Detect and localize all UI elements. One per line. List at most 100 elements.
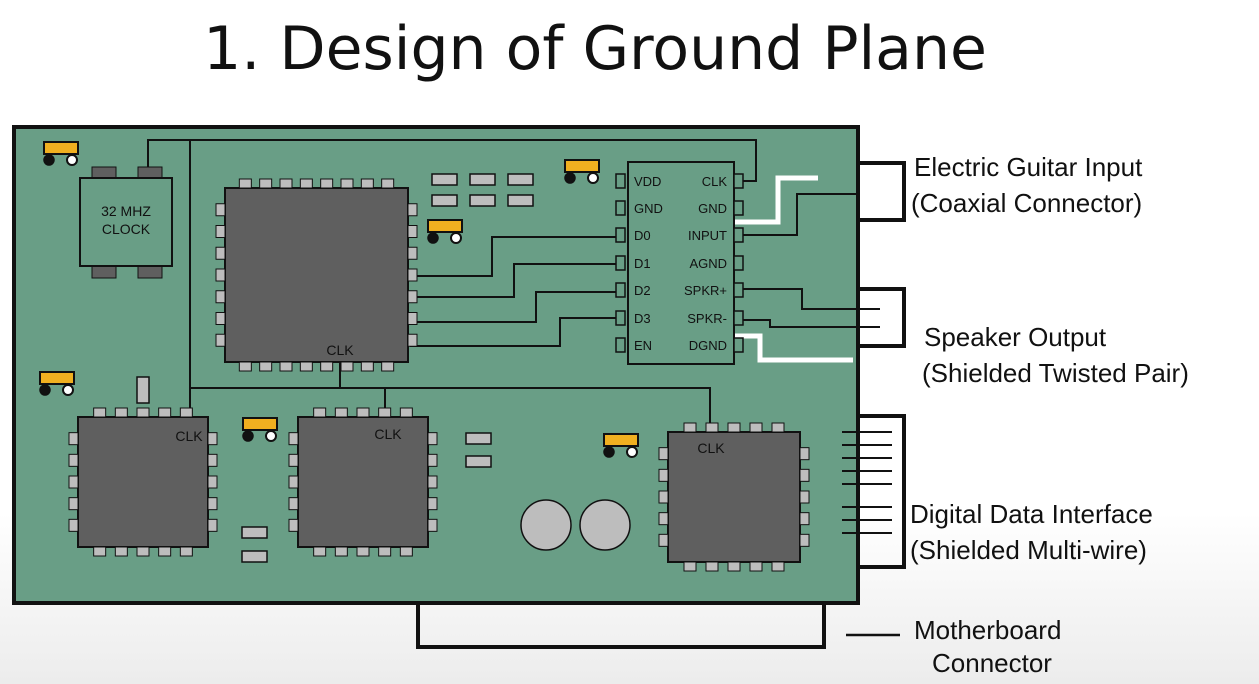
chip-b-clk-label: CLK <box>374 426 402 442</box>
chip-pad <box>215 225 226 238</box>
chip-pad <box>215 203 226 217</box>
chip-pad <box>407 268 418 282</box>
chip-pad <box>407 246 418 260</box>
codec-pin-left <box>615 282 626 298</box>
chip-pad <box>799 490 810 504</box>
codec-pin-label-left: GND <box>634 201 663 216</box>
codec-pin-right <box>733 200 744 216</box>
codec-pin-right <box>733 173 744 189</box>
chip-pad <box>288 432 299 446</box>
codec-pin-label-left: D3 <box>634 311 651 326</box>
chip-pad <box>215 268 226 282</box>
chip-pad <box>683 561 697 572</box>
main-processor-chip: CLK <box>224 187 409 363</box>
chip-pad <box>340 361 354 372</box>
chip-pad <box>68 453 79 467</box>
polarized-capacitor <box>564 159 600 184</box>
chip-pad <box>378 546 392 557</box>
codec-pin-right <box>733 227 744 243</box>
motherboard-sublabel: Connector <box>932 648 1052 678</box>
chip-pad <box>658 533 669 547</box>
chip-pad <box>799 468 810 482</box>
chip-pad <box>356 407 370 418</box>
chip-pad <box>299 361 313 372</box>
chip-pad <box>799 512 810 526</box>
chip-pad <box>313 546 327 557</box>
codec-pin-right <box>733 282 744 298</box>
chip-pad <box>658 512 669 526</box>
chip-pad <box>279 178 293 189</box>
chip-pad <box>158 546 172 557</box>
codec-pin-label-left: EN <box>634 338 652 353</box>
chip-pad <box>136 546 150 557</box>
chip-pad <box>320 361 334 372</box>
chip-pad <box>407 225 418 238</box>
chip-pad <box>705 422 719 433</box>
polarized-capacitors <box>39 141 639 458</box>
chip-pad <box>727 422 741 433</box>
chip-pad <box>207 432 218 446</box>
smd-resistors <box>136 173 534 563</box>
chip-pad <box>799 447 810 461</box>
codec-pin-right <box>733 310 744 326</box>
chip-pad <box>207 497 218 511</box>
chip-pad <box>705 561 719 572</box>
codec-pin-label-left: D0 <box>634 228 651 243</box>
chip-pad <box>68 475 79 489</box>
chip-pad <box>749 561 763 572</box>
codec-pin-left <box>615 200 626 216</box>
codec-pin-label-right: DGND <box>689 338 727 353</box>
clock-oscillator: 32 MHZ CLOCK <box>79 166 173 279</box>
chip-pad <box>288 497 299 511</box>
slide-title: 1. Design of Ground Plane <box>203 14 987 84</box>
chip-pads <box>68 178 810 572</box>
chip-pad <box>399 407 413 418</box>
chip-a-clk-label: CLK <box>175 428 203 444</box>
audio-codec-chip: VDD GND D0 D1 D2 D3 EN CLK GND INPUT AGND SPKR+ SPKR… <box>615 161 744 365</box>
chip-pad <box>683 422 697 433</box>
codec-pin-label-left: D1 <box>634 256 651 271</box>
chip-pad <box>114 546 128 557</box>
chip-pad <box>93 546 107 557</box>
codec-pin-left <box>615 255 626 271</box>
chip-pad <box>320 178 334 189</box>
chip-pad <box>407 290 418 304</box>
codec-pin-left <box>615 227 626 243</box>
codec-pin-label-right: SPKR- <box>687 311 727 326</box>
speaker-output-sublabel: (Shielded Twisted Pair) <box>922 358 1189 388</box>
digital-interface-wires <box>842 431 892 534</box>
digital-interface-connector <box>858 414 906 569</box>
guitar-coax-connector <box>858 161 906 222</box>
chip-pad <box>207 475 218 489</box>
chip-pad <box>68 497 79 511</box>
chip-pad <box>179 407 193 418</box>
codec-pin-label-right: CLK <box>702 174 728 189</box>
chip-pad <box>427 475 438 489</box>
speaker-output-label: Speaker Output <box>924 322 1107 352</box>
chip-c: CLK <box>667 431 801 563</box>
chip-pad <box>215 312 226 325</box>
motherboard-connector <box>416 603 826 649</box>
chip-pad <box>215 333 226 347</box>
chip-pad <box>114 407 128 418</box>
chip-pad <box>749 422 763 433</box>
chip-pad <box>158 407 172 418</box>
speaker-connector <box>858 287 906 348</box>
chip-pad <box>727 561 741 572</box>
chip-pad <box>360 361 374 372</box>
codec-pin-left <box>615 310 626 326</box>
chip-pad <box>288 453 299 467</box>
traces <box>147 139 880 432</box>
chip-pad <box>340 178 354 189</box>
chip-pad <box>68 432 79 446</box>
chip-pad <box>334 407 348 418</box>
chip-pad <box>334 546 348 557</box>
chip-pad <box>360 178 374 189</box>
codec-pin-right <box>733 255 744 271</box>
chip-pad <box>381 178 395 189</box>
chip-a: CLK <box>77 416 209 548</box>
chip-pad <box>238 178 252 189</box>
chip-pad <box>658 447 669 461</box>
capacitors <box>520 499 631 551</box>
chip-pad <box>427 497 438 511</box>
